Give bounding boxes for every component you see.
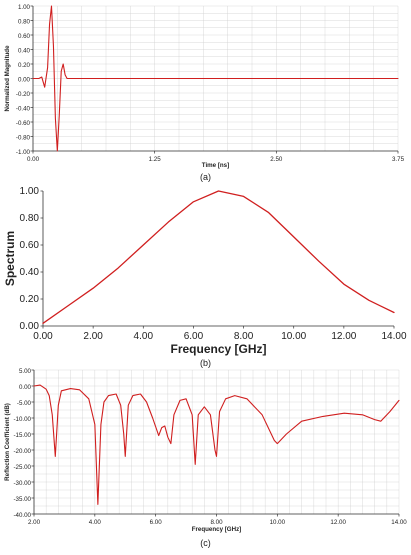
y-tick-label: -1.00 bbox=[16, 149, 31, 156]
y-tick-label: -5.00 bbox=[17, 400, 32, 407]
series-line bbox=[33, 384, 400, 505]
y-tick-label: -0.60 bbox=[16, 120, 31, 127]
y-tick-label: 0.00 bbox=[18, 77, 31, 84]
y-tick-label: 0.80 bbox=[20, 213, 40, 224]
y-tick-label: -30.00 bbox=[13, 480, 31, 487]
x-tick-label: 6.00 bbox=[184, 331, 204, 342]
x-tick-label: 4.00 bbox=[134, 331, 154, 342]
y-tick-label: -0.80 bbox=[16, 135, 31, 142]
x-tick-label: 2.50 bbox=[270, 156, 283, 163]
series-line bbox=[42, 190, 395, 324]
x-tick-label: 0.00 bbox=[33, 331, 53, 342]
y-tick-label: 0.00 bbox=[19, 384, 32, 391]
y-axis-title: Reflection Coefficient (dB) bbox=[4, 403, 11, 481]
series-line bbox=[32, 5, 399, 152]
chart-2: 0.00 2.00 4.00 6.00 8.00 10.00 12.00 14.00 1.00 0… bbox=[3, 186, 407, 368]
y-tick-label: -25.00 bbox=[13, 464, 31, 471]
x-tick-label: 1.25 bbox=[149, 156, 162, 163]
y-tick-label: 0.40 bbox=[20, 267, 40, 278]
y-tick-label: 1.00 bbox=[18, 4, 31, 11]
y-axis-title: Spectrum bbox=[3, 231, 17, 286]
x-tick-label: 8.00 bbox=[234, 331, 254, 342]
x-tick-label: 8.00 bbox=[210, 519, 223, 526]
figure-caption: (b) bbox=[200, 358, 211, 368]
y-tick-label: 0.20 bbox=[20, 294, 40, 305]
y-tick-label: 0.80 bbox=[18, 19, 31, 26]
x-tick-label: 3.75 bbox=[392, 156, 405, 163]
y-tick-label: 5.00 bbox=[19, 368, 32, 375]
x-tick-label: 14.00 bbox=[381, 331, 406, 342]
x-tick-label: 14.00 bbox=[391, 519, 407, 526]
y-tick-label: 0.40 bbox=[18, 48, 31, 55]
plot-area bbox=[43, 191, 394, 326]
x-tick-label: 6.00 bbox=[150, 519, 163, 526]
y-tick-label: 0.60 bbox=[18, 33, 31, 40]
x-axis-title: Frequency [GHz] bbox=[170, 342, 266, 356]
y-tick-label: -20.00 bbox=[13, 448, 31, 455]
y-tick-label: -40.00 bbox=[13, 512, 31, 519]
x-tick-label: 10.00 bbox=[270, 519, 286, 526]
x-tick-label: 0.00 bbox=[27, 156, 40, 163]
x-tick-label: 2.00 bbox=[83, 331, 103, 342]
figure-caption: (a) bbox=[200, 172, 211, 182]
x-tick-label: 4.00 bbox=[89, 519, 102, 526]
x-tick-label: 2.00 bbox=[28, 519, 41, 526]
y-tick-label: -0.40 bbox=[16, 106, 31, 113]
y-tick-label: 0.60 bbox=[20, 240, 40, 251]
x-axis-title: Frequency [GHz] bbox=[192, 526, 242, 533]
chart-1: 0.00 1.25 2.50 3.75 1.00 0.80 0.60 0.40 0.20 0.00… bbox=[4, 4, 405, 182]
y-tick-label: 1.00 bbox=[20, 186, 40, 197]
y-tick-label: 0.00 bbox=[20, 321, 40, 332]
y-tick-label: 0.20 bbox=[18, 62, 31, 69]
y-tick-label: -15.00 bbox=[13, 432, 31, 439]
chart-3: 2.00 4.00 6.00 8.00 10.00 12.00 14.00 5.00 0.00 -… bbox=[4, 368, 407, 548]
y-tick-label: -0.20 bbox=[16, 91, 31, 98]
y-tick-label: -35.00 bbox=[13, 496, 31, 503]
x-tick-label: 12.00 bbox=[331, 331, 356, 342]
x-axis-title: Time [ns] bbox=[202, 162, 229, 169]
x-tick-label: 10.00 bbox=[281, 331, 306, 342]
y-tick-label: -10.00 bbox=[13, 416, 31, 423]
y-axis-title: Normalized Magnitude bbox=[4, 45, 11, 112]
x-tick-label: 12.00 bbox=[330, 519, 346, 526]
figure-caption: (c) bbox=[200, 538, 211, 548]
